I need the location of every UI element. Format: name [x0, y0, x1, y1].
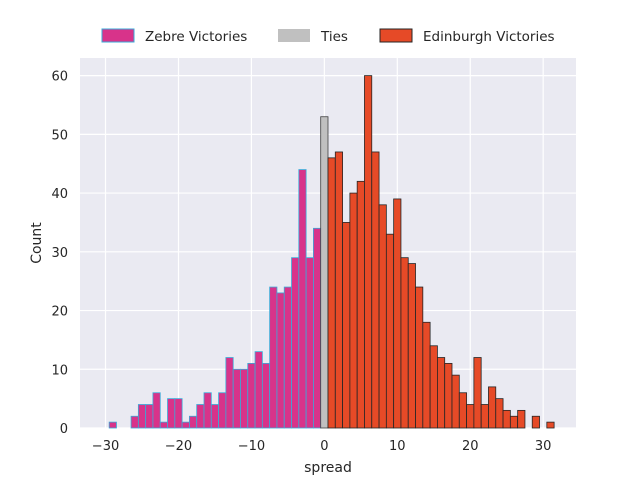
edinburgh-victories-bar — [415, 286, 424, 429]
edinburgh-victories-bar — [385, 233, 395, 429]
zebre-victories-bar — [174, 398, 183, 429]
x-tick-label: −30 — [92, 439, 119, 454]
edinburgh-victories-bar — [495, 398, 504, 429]
zebre-victories-bar — [181, 421, 190, 429]
legend-swatch-ties — [278, 29, 310, 42]
y-tick-label: 0 — [60, 422, 68, 437]
zebre-victories-bar — [145, 404, 154, 429]
x-tick-label: −10 — [238, 439, 265, 454]
y-tick-label: 20 — [51, 305, 68, 320]
edinburgh-victories-bar — [502, 409, 511, 429]
edinburgh-victories-bar — [371, 151, 380, 429]
y-tick-label: 40 — [51, 187, 68, 202]
edinburgh-victories-bar — [393, 198, 402, 429]
histogram-bars — [108, 75, 555, 429]
edinburgh-victories-bar — [437, 357, 446, 429]
edinburgh-victories-bar — [349, 192, 358, 429]
x-axis-tick-labels: −30 −20 −10 0 10 20 30 — [92, 439, 552, 454]
x-tick-label: 0 — [320, 439, 328, 454]
zebre-victories-bar — [232, 368, 241, 429]
y-tick-label: 50 — [51, 128, 68, 143]
legend: Zebre Victories Ties Edinburgh Victories — [101, 28, 555, 45]
edinburgh-victories-bar — [422, 321, 431, 429]
edinburgh-victories-bar — [458, 392, 467, 429]
edinburgh-victories-bar — [531, 415, 540, 429]
y-tick-label: 10 — [51, 363, 68, 378]
edinburgh-victories-bar — [466, 404, 475, 429]
ties-bar — [320, 116, 329, 429]
edinburgh-victories-bar — [378, 204, 387, 429]
edinburgh-victories-bar — [473, 357, 482, 429]
legend-label-edinburgh-victories: Edinburgh Victories — [423, 29, 555, 45]
legend-label-zebre-victories: Zebre Victories — [145, 29, 247, 45]
edinburgh-victories-bar — [364, 75, 373, 429]
zebre-victories-bar — [218, 392, 227, 429]
zebre-victories-bar — [159, 421, 168, 429]
y-axis-label: Count — [29, 222, 45, 264]
zebre-victories-bar — [313, 227, 322, 429]
x-tick-label: −20 — [165, 439, 192, 454]
zebre-victories-bar — [269, 286, 278, 429]
legend-label-ties: Ties — [320, 29, 348, 45]
legend-swatch-zebre-victories — [101, 28, 135, 43]
zebre-victories-bar — [291, 257, 300, 429]
zebre-victories-bar — [152, 392, 161, 429]
zebre-victories-bar — [247, 362, 256, 429]
edinburgh-victories-bar — [517, 409, 526, 429]
edinburgh-victories-bar — [546, 421, 555, 429]
zebre-victories-bar — [276, 292, 285, 429]
edinburgh-victories-bar — [444, 362, 453, 429]
edinburgh-victories-bar — [509, 415, 519, 429]
legend-swatch-edinburgh-victories — [379, 28, 413, 43]
edinburgh-victories-bar — [356, 180, 365, 429]
edinburgh-victories-bar — [342, 222, 351, 429]
edinburgh-victories-bar — [480, 404, 489, 429]
zebre-victories-bar — [189, 415, 198, 429]
zebre-victories-bar — [137, 404, 147, 429]
x-tick-label: 30 — [535, 439, 552, 454]
y-axis-tick-labels: 0 10 20 30 40 50 60 — [51, 70, 68, 437]
zebre-victories-bar — [196, 404, 205, 429]
edinburgh-victories-bar — [429, 345, 438, 429]
zebre-victories-bar — [305, 257, 314, 429]
zebre-victories-bar — [240, 368, 249, 429]
edinburgh-victories-bar — [334, 151, 343, 429]
zebre-victories-bar — [283, 286, 292, 429]
edinburgh-victories-bar — [451, 374, 460, 429]
y-tick-label: 60 — [51, 70, 68, 85]
x-tick-label: 20 — [462, 439, 479, 454]
edinburgh-victories-bar — [407, 263, 416, 429]
zebre-victories-bar — [261, 362, 271, 429]
zebre-victories-bar — [167, 398, 176, 429]
zebre-victories-bar — [108, 421, 117, 429]
zebre-victories-bar — [210, 404, 219, 429]
zebre-victories-bar — [203, 392, 212, 429]
zebre-victories-bar — [225, 357, 234, 429]
edinburgh-victories-bar — [488, 386, 497, 429]
edinburgh-victories-bar — [400, 257, 409, 429]
edinburgh-victories-bar — [327, 157, 336, 429]
zebre-victories-bar — [298, 169, 307, 429]
y-tick-label: 30 — [51, 246, 68, 261]
zebre-victories-bar — [254, 351, 263, 429]
zebre-victories-bar — [130, 415, 139, 429]
x-tick-label: 10 — [389, 439, 406, 454]
x-axis-label: spread — [304, 460, 352, 476]
